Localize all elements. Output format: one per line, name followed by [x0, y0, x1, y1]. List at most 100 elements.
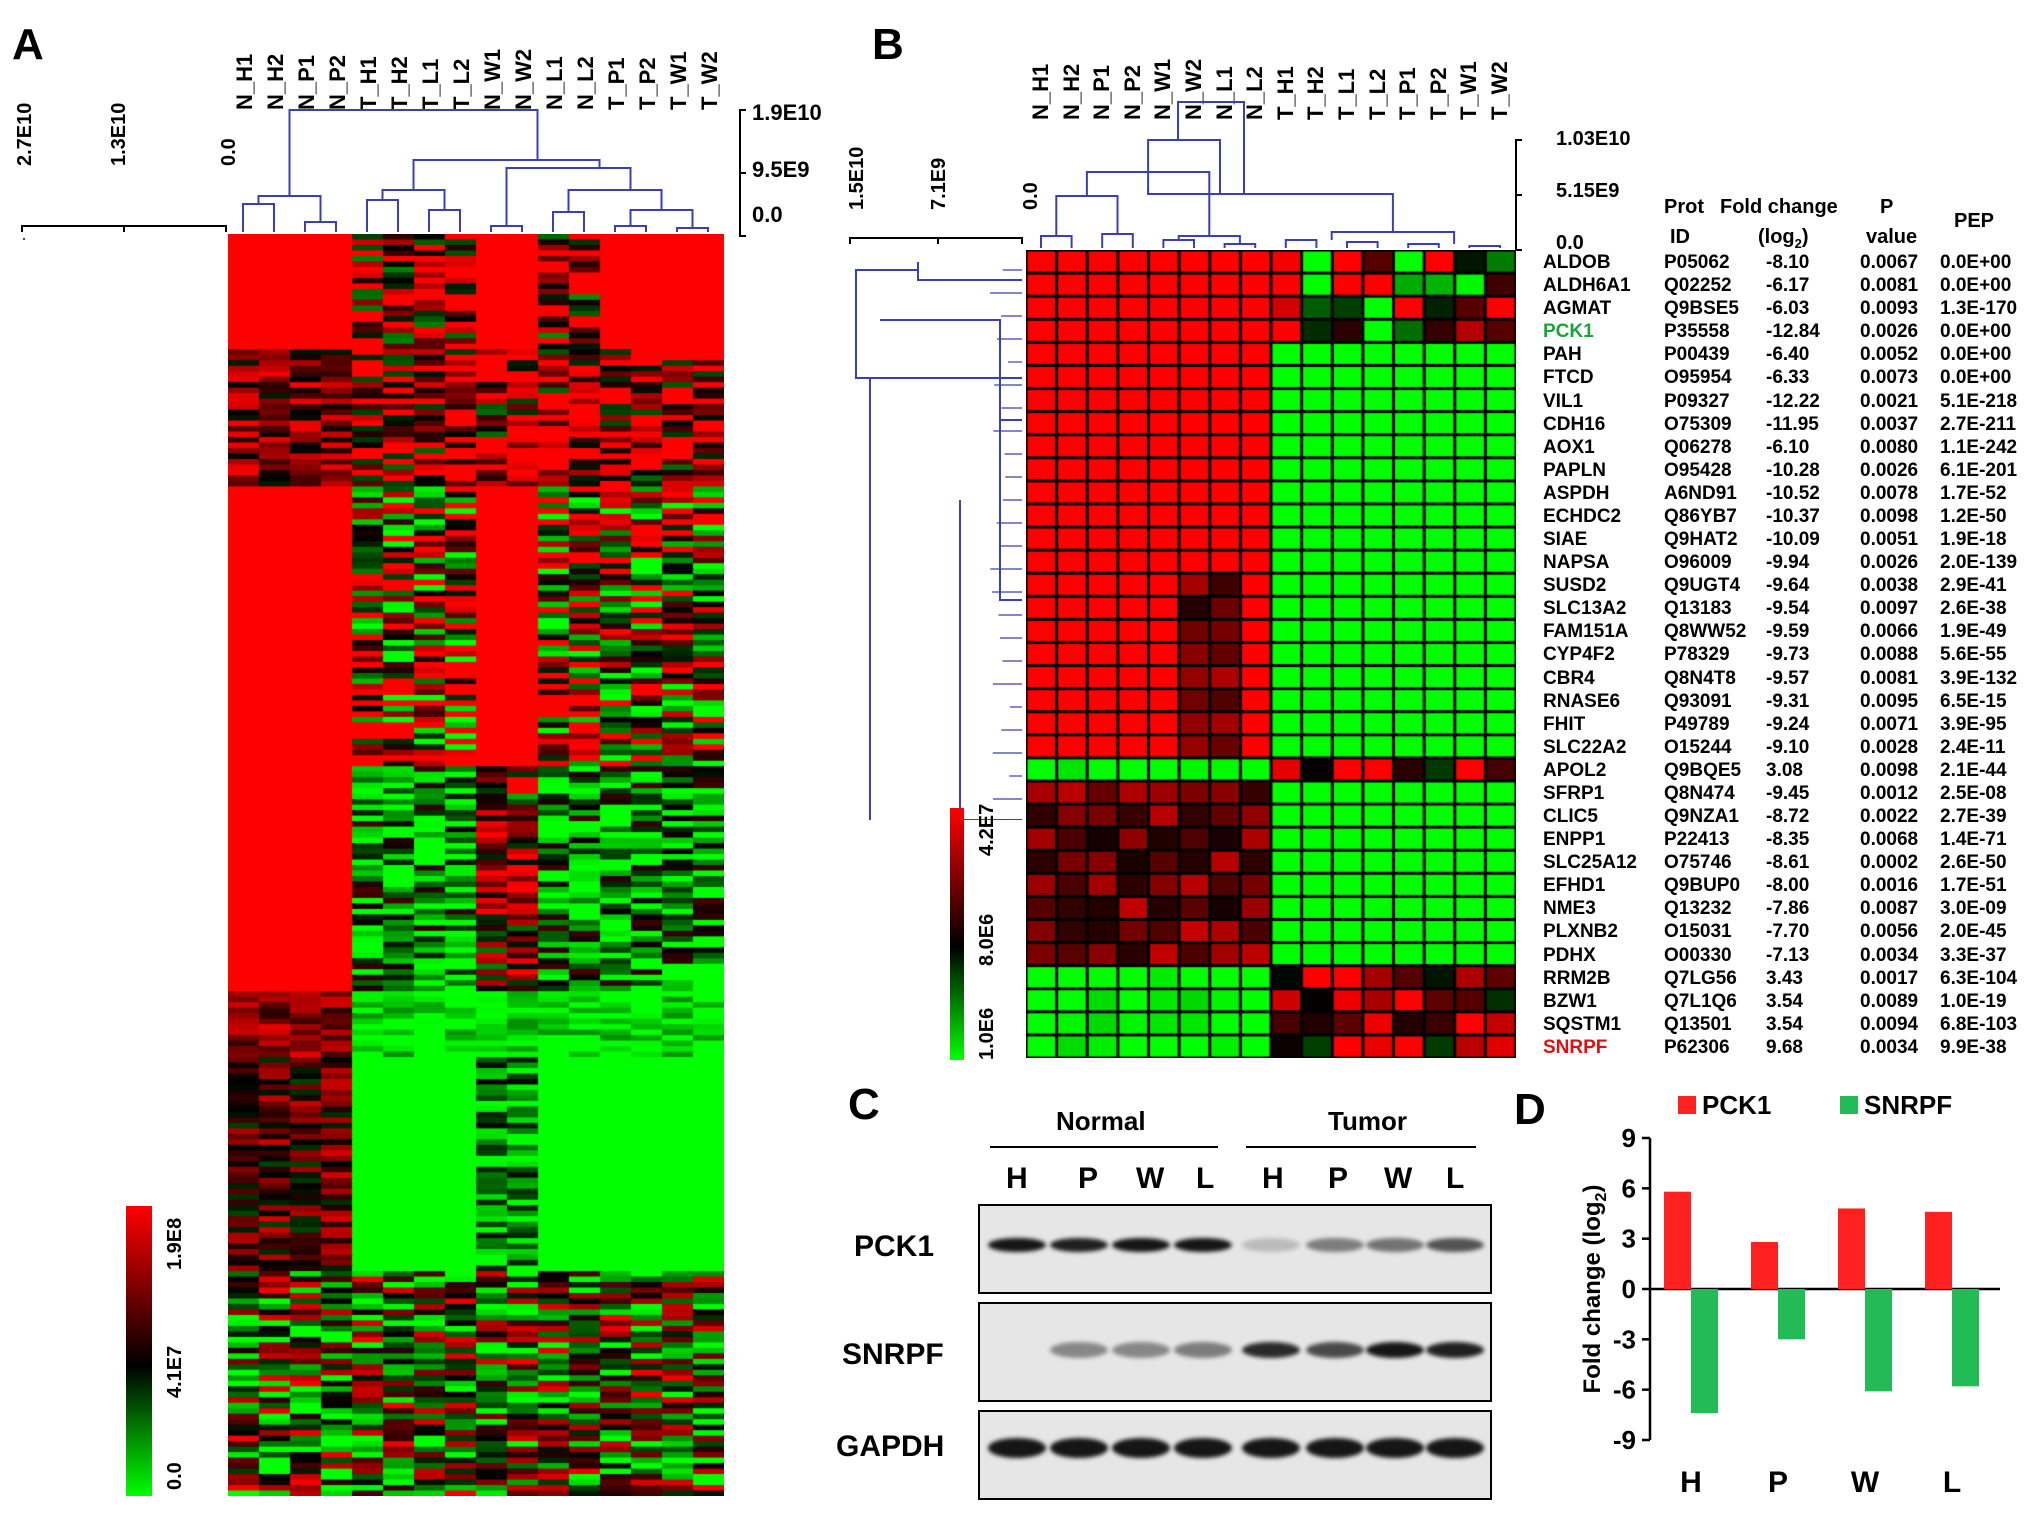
panel-b-legend-high: 4.2E7 — [976, 803, 998, 856]
group-normal-line — [990, 1146, 1218, 1148]
blot-band — [1306, 1342, 1364, 1358]
blot-band — [988, 1438, 1046, 1458]
panel-a-legend-high: 1.9E8 — [164, 1217, 186, 1270]
table-cell-gene: APOL2 — [1543, 759, 1607, 781]
table-cell-fc: -12.22 — [1766, 390, 1820, 412]
y-tick-label: 0 — [1622, 1274, 1636, 1304]
table-cell-gene: NAPSA — [1543, 552, 1610, 574]
table-cell-id: P35558 — [1664, 321, 1730, 343]
table-cell-pep: 2.6E-38 — [1940, 598, 2007, 620]
blot-label-pck1: PCK1 — [854, 1230, 935, 1263]
table-cell-p: 0.0028 — [1860, 736, 1919, 758]
table-cell-gene: SQSTM1 — [1543, 1013, 1622, 1035]
table-cell-fc: -8.00 — [1766, 875, 1810, 897]
table-cell-gene: FTCD — [1543, 367, 1594, 389]
panel-a-col-scale-0: 1.9E10 — [752, 100, 822, 125]
table-cell-p: 0.0087 — [1860, 898, 1919, 920]
table-cell-p: 0.0078 — [1860, 482, 1919, 504]
panel-c-letter: C — [848, 1080, 880, 1129]
table-cell-fc: -8.35 — [1766, 829, 1810, 851]
table-cell-pep: 3.9E-95 — [1940, 713, 2007, 735]
table-cell-id: O95428 — [1664, 459, 1732, 481]
table-cell-id: Q9BQE5 — [1664, 759, 1742, 781]
table-cell-id: Q02252 — [1664, 275, 1732, 297]
table-cell-fc: -6.17 — [1766, 275, 1810, 297]
table-cell-id: O00330 — [1664, 944, 1732, 966]
bar-snrpf — [1952, 1289, 1979, 1387]
blot-band — [1112, 1438, 1170, 1458]
table-cell-fc: 3.54 — [1766, 990, 1803, 1012]
table-cell-pep: 2.1E-44 — [1940, 759, 2007, 781]
table-cell-fc: -9.10 — [1766, 736, 1810, 758]
table-header-id: ID — [1670, 226, 1690, 248]
table-cell-pep: 2.6E-50 — [1940, 852, 2007, 874]
table-cell-id: P00439 — [1664, 344, 1730, 366]
table-cell-fc: -9.24 — [1766, 713, 1810, 735]
table-cell-pep: 3.9E-132 — [1940, 667, 2018, 689]
table-cell-fc: -9.57 — [1766, 667, 1810, 689]
legend-label: SNRPF — [1864, 1090, 1952, 1120]
table-cell-id: A6ND91 — [1664, 482, 1737, 504]
blot-band — [1242, 1438, 1300, 1458]
y-tick-label: 9 — [1622, 1123, 1636, 1153]
table-cell-p: 0.0034 — [1860, 1036, 1919, 1058]
table-header-pep: PEP — [1954, 210, 1995, 232]
lane-label: H — [1262, 1162, 1284, 1195]
panel-b-legend-mid: 8.0E6 — [976, 913, 998, 966]
y-tick-label: -9 — [1613, 1425, 1636, 1455]
table-cell-gene: CDH16 — [1543, 413, 1606, 435]
bar-snrpf — [1778, 1289, 1805, 1340]
table-cell-id: O75309 — [1664, 413, 1732, 435]
blot-band — [1426, 1342, 1484, 1358]
table-cell-id: P49789 — [1664, 713, 1730, 735]
blot-band — [1112, 1342, 1170, 1358]
lane-label: W — [1136, 1162, 1165, 1195]
table-cell-gene: RNASE6 — [1543, 690, 1621, 712]
table-cell-pep: 0.0E+00 — [1940, 344, 2012, 366]
table-cell-gene: PCK1 — [1543, 321, 1594, 343]
table-cell-id: Q13501 — [1664, 1013, 1732, 1035]
table-cell-fc: 3.54 — [1766, 1013, 1803, 1035]
blot-band — [988, 1238, 1046, 1252]
table-cell-p: 0.0021 — [1860, 390, 1919, 412]
table-cell-gene: RRM2B — [1543, 967, 1611, 989]
table-cell-id: O15031 — [1664, 921, 1732, 943]
panel-a-heatmap — [228, 234, 724, 1496]
table-cell-fc: -9.54 — [1766, 598, 1810, 620]
table-cell-p: 0.0066 — [1860, 621, 1919, 643]
lane-label: L — [1446, 1162, 1465, 1195]
table-cell-p: 0.0038 — [1860, 575, 1919, 597]
table-cell-id: Q86YB7 — [1664, 505, 1737, 527]
table-cell-id: Q8N474 — [1664, 782, 1735, 804]
table-cell-p: 0.0067 — [1860, 252, 1919, 273]
blot-band — [1112, 1238, 1170, 1252]
y-axis-label: Fold change (log2) — [1579, 1185, 1610, 1394]
table-cell-pep: 2.0E-139 — [1940, 552, 2018, 574]
table-cell-gene: ALDOB — [1543, 252, 1611, 273]
panel-a-col-dendrogram — [21, 109, 746, 240]
table-cell-p: 0.0081 — [1860, 275, 1919, 297]
blot-band — [1306, 1438, 1364, 1458]
panel-b-row-scale-0: 1.5E10 — [846, 146, 868, 210]
table-cell-fc: -6.33 — [1766, 367, 1810, 389]
table-cell-pep: 1.2E-50 — [1940, 505, 2007, 527]
table-cell-id: P22413 — [1664, 829, 1730, 851]
table-cell-gene: SNRPF — [1543, 1036, 1608, 1058]
table-header-value: value — [1866, 226, 1918, 248]
table-cell-id: Q13232 — [1664, 898, 1732, 920]
table-cell-pep: 2.7E-39 — [1940, 806, 2007, 828]
table-cell-id: O96009 — [1664, 552, 1732, 574]
table-cell-p: 0.0026 — [1860, 459, 1919, 481]
table-header-log: (log2) — [1758, 226, 1809, 251]
table-cell-id: O75746 — [1664, 852, 1732, 874]
blot-band — [1050, 1238, 1108, 1252]
panel-a-color-legend — [126, 1206, 152, 1496]
table-cell-p: 0.0022 — [1860, 806, 1919, 828]
table-cell-pep: 0.0E+00 — [1940, 367, 2012, 389]
table-cell-fc: -6.40 — [1766, 344, 1810, 366]
table-cell-fc: 3.43 — [1766, 967, 1803, 989]
blot-band — [1366, 1238, 1424, 1252]
bar-pck1 — [1838, 1208, 1865, 1289]
panel-a-legend-mid: 4.1E7 — [164, 1345, 186, 1398]
table-cell-p: 0.0089 — [1860, 990, 1919, 1012]
